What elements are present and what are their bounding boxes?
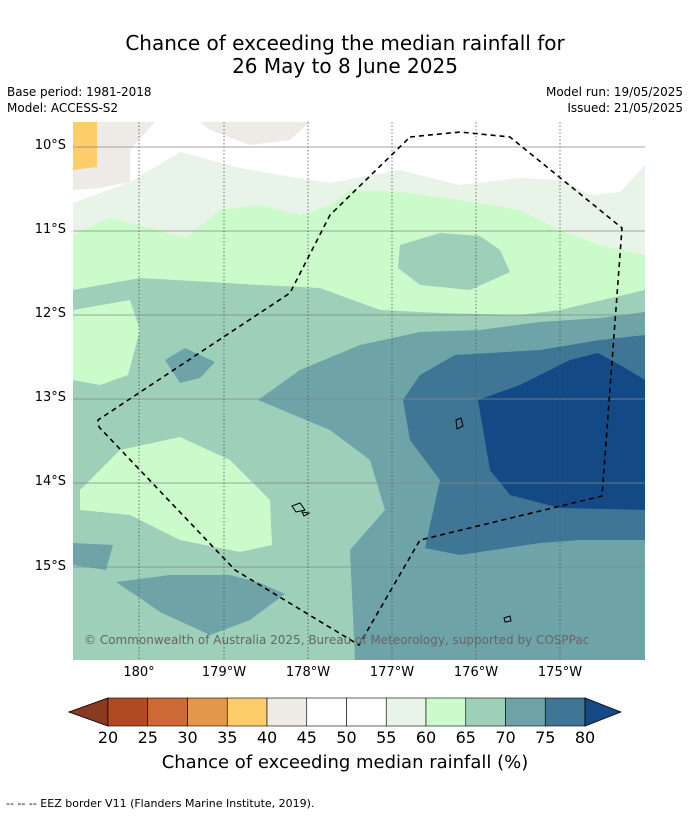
- title-line-2: 26 May to 8 June 2025: [232, 54, 458, 78]
- eez-border: [97, 131, 623, 647]
- colorbar-bin: [425, 697, 467, 727]
- lon-tick-180: 180°: [123, 665, 155, 680]
- model-name: Model: ACCESS-S2: [7, 101, 119, 115]
- colorbar-tick-label: 40: [256, 728, 278, 747]
- island-east: [455, 417, 464, 430]
- patch-40-45-n: [200, 122, 310, 145]
- colorbar-bin: [187, 697, 228, 727]
- colorbar-bin: [226, 697, 268, 727]
- patch-35-40: [73, 122, 97, 170]
- base-period: Base period: 1981-2018: [7, 85, 152, 99]
- colorbar-tick-label: 45: [296, 728, 317, 747]
- model-run: Model run: 19/05/2025: [545, 85, 683, 99]
- island-south: [503, 615, 512, 623]
- lon-tick-175w: 175°W: [537, 665, 583, 680]
- colorbar-bin: [385, 697, 427, 727]
- title-line-1: Chance of exceeding the median rainfall …: [125, 31, 565, 55]
- patch-60-65-west: [73, 300, 140, 385]
- colorbar-tick-label: 70: [495, 728, 516, 747]
- island-central: [291, 502, 311, 517]
- issued-date: Issued: 21/05/2025: [567, 101, 683, 115]
- colorbar-bin: [346, 697, 387, 727]
- colorbar-tick-label: 80: [574, 728, 596, 747]
- colorbar-tick-label: 60: [415, 728, 437, 747]
- colorbar-tick-label: 65: [455, 728, 476, 747]
- colorbar-tick-label: 55: [376, 728, 397, 747]
- lat-tick-12s: 12°S: [34, 306, 66, 321]
- copyright-notice: © Commonwealth of Australia 2025, Bureau…: [84, 633, 590, 647]
- colorbar-bin: [544, 697, 586, 727]
- patch-70-75-small: [165, 348, 215, 383]
- lat-tick-13s: 13°S: [34, 390, 66, 405]
- patch-65-70-north: [398, 233, 510, 290]
- lat-tick-10s: 10°S: [34, 138, 66, 153]
- colorbar-bin: [107, 697, 149, 727]
- colorbar-title: Chance of exceeding median rainfall (%): [161, 752, 529, 773]
- patch-70-75-west-edge: [73, 543, 113, 570]
- colorbar-tick-label: 30: [177, 728, 198, 747]
- lon-tick-177w: 177°W: [369, 665, 415, 680]
- lon-tick-179w: 179°W: [201, 665, 247, 680]
- colorbar-bin: [306, 697, 347, 727]
- lon-tick-176w: 176°W: [453, 665, 499, 680]
- colorbar: [68, 697, 622, 727]
- colorbar-tick-label: 50: [336, 728, 357, 747]
- colorbar-tick-label: 75: [535, 728, 556, 747]
- colorbar-tick-label: 25: [137, 728, 158, 747]
- colorbar-bin: [465, 697, 506, 727]
- rainfall-map: [73, 122, 645, 660]
- colorbar-bin: [147, 697, 188, 727]
- lat-tick-15s: 15°S: [34, 559, 66, 574]
- band-50-55: [73, 122, 645, 203]
- lat-tick-14s: 14°S: [34, 474, 66, 489]
- colorbar-tick-label: 20: [97, 728, 119, 747]
- patch-70-75-southwest: [116, 575, 285, 635]
- eez-footnote: -- -- -- EEZ border V11 (Flanders Marine…: [6, 797, 315, 810]
- colorbar-bin: [505, 697, 546, 727]
- lat-tick-11s: 11°S: [34, 222, 66, 237]
- gridlines: [73, 146, 645, 568]
- meridians: [138, 122, 561, 660]
- colorbar-tick-label: 35: [217, 728, 238, 747]
- colorbar-arrow-low: [68, 697, 109, 727]
- colorbar-bin: [266, 697, 308, 727]
- lon-tick-178w: 178°W: [285, 665, 331, 680]
- colorbar-arrow-high: [584, 697, 622, 727]
